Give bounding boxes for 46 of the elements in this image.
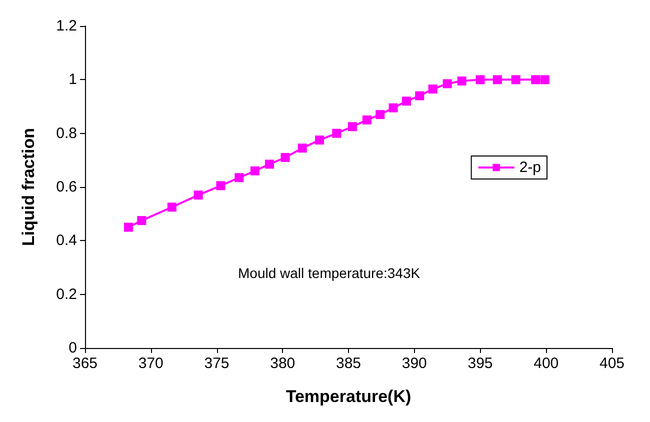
y-tick-label: 1.2	[56, 18, 77, 34]
point	[280, 152, 290, 162]
x-tick-label: 390	[402, 355, 427, 372]
x-tick-label: 365	[72, 355, 98, 372]
point	[476, 75, 485, 84]
point	[167, 202, 176, 212]
point	[194, 190, 203, 200]
x-tick-label: 405	[599, 355, 625, 372]
point	[415, 91, 424, 100]
legend-label: 2-p	[519, 159, 542, 176]
point	[531, 75, 540, 84]
point	[298, 144, 307, 153]
y-tick-label: 0.4	[56, 232, 77, 250]
point	[540, 75, 550, 84]
point	[442, 79, 452, 88]
point	[348, 122, 357, 132]
y-tick-label: 0.2	[56, 286, 77, 303]
point	[402, 96, 411, 106]
point	[234, 173, 244, 182]
x-axis-title: Temperature(K)	[286, 387, 412, 406]
point	[492, 75, 502, 84]
annotation: Mould wall temperature:343K	[238, 265, 421, 281]
point	[332, 128, 342, 138]
point	[457, 76, 466, 86]
point	[388, 103, 398, 112]
x-tick-label: 375	[204, 355, 230, 372]
point	[376, 110, 385, 120]
point	[362, 115, 372, 124]
x-tick-label: 395	[468, 355, 493, 372]
point	[137, 216, 146, 226]
point	[315, 136, 324, 145]
y-tick-label: 1	[68, 71, 77, 88]
point	[428, 84, 438, 94]
y-tick-label: 0	[68, 340, 77, 356]
y-axis-title: Liquid fraction	[19, 128, 38, 246]
point	[216, 181, 226, 190]
point	[124, 222, 133, 232]
x-tick-label: 380	[270, 355, 296, 372]
x-tick-label: 370	[138, 355, 164, 372]
point	[511, 75, 520, 84]
y-tick-label: 0.6	[56, 178, 77, 196]
point	[250, 166, 260, 176]
x-tick-label: 385	[336, 355, 362, 372]
point	[264, 160, 274, 169]
x-tick-label: 400	[534, 355, 559, 372]
y-tick-label: 0.8	[56, 124, 77, 142]
